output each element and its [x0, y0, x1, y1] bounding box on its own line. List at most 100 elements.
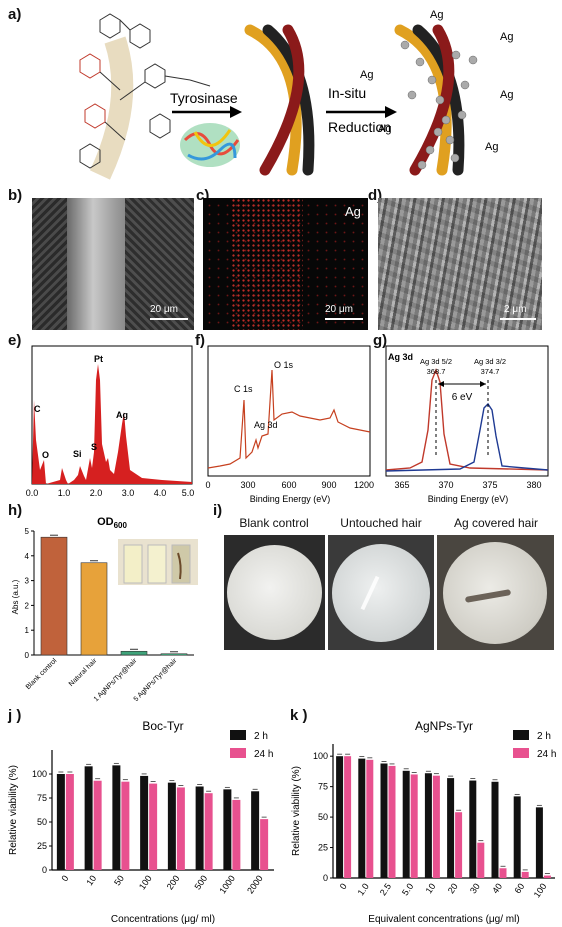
ag3d-peak2-curve: [385, 402, 549, 472]
od600-ytick-label: 4: [25, 552, 30, 561]
bar-2h: [195, 786, 204, 870]
od600-bar: [120, 650, 148, 656]
bar-24h: [410, 774, 418, 878]
bar-24h: [93, 780, 102, 870]
bar-2h: [56, 774, 65, 870]
category-label: 5.0: [400, 881, 415, 897]
xps-xtick: 1200: [354, 480, 374, 490]
eds-xtick: 2.0: [90, 488, 103, 498]
agnps-tyr-viability-chart: AgNPs-Tyr Relative viability (%) 0 25 50 75 10…: [291, 719, 556, 925]
step2-line2: Reduction: [328, 119, 391, 135]
panel-label-k: k ): [290, 707, 308, 724]
bar-2h: [251, 791, 260, 870]
panel-label-a: a): [8, 6, 22, 23]
bar-2h: [358, 758, 366, 878]
bar-24h: [366, 759, 374, 878]
eds-xtick: 5.0: [182, 488, 195, 498]
eds-peak-si: Si: [73, 449, 82, 459]
eds-xtick: 3.0: [122, 488, 135, 498]
legend-label-2h: 2 h: [254, 731, 268, 742]
ag-label-1: Ag: [430, 9, 443, 21]
ag3d-xtick: 375: [482, 480, 497, 490]
category-label: 100: [137, 873, 154, 891]
category-label: 200: [165, 873, 182, 891]
ag3d-xtick: 370: [438, 480, 453, 490]
petri-labels: Blank control Untouched hair Ag covered …: [224, 512, 554, 534]
eds-xtick: 4.0: [154, 488, 167, 498]
eds-peak-c: C: [34, 404, 41, 414]
bar-24h: [65, 774, 74, 870]
panel-label-i: i): [213, 502, 223, 519]
ag3d-peak1-curve: [385, 367, 549, 471]
ytick-label: 50: [318, 812, 328, 822]
ytick-label: 100: [313, 751, 328, 761]
category-label: 60: [512, 881, 526, 895]
ytick-label: 100: [32, 769, 47, 779]
od600-category-label: 5 AgNPs/Tyr@hair: [133, 657, 179, 703]
petri-label-blank: Blank control: [239, 516, 309, 530]
ag-label-6: Ag: [485, 141, 498, 153]
od600-category-label: Natural hair: [68, 657, 99, 688]
category-label: 30: [468, 881, 482, 895]
xps-peak-o1s: O 1s: [274, 360, 294, 370]
eds-xtick: 0.0: [26, 488, 39, 498]
chart-ylabel: Relative viability (%): [291, 766, 302, 856]
eds-peak-ag: Ag: [116, 410, 128, 420]
legend-label-2h: 2 h: [537, 731, 551, 742]
bar-24h: [121, 781, 130, 870]
bar-2h: [513, 796, 521, 878]
element-label-ag: Ag: [345, 204, 361, 219]
hair-strand-illustration: [89, 36, 134, 180]
bar-2h: [223, 789, 232, 870]
peptide-structure-drawing: [79, 13, 211, 169]
ytick-label: 75: [37, 793, 47, 803]
enzyme-label: Tyrosinase: [170, 90, 238, 106]
od600-category-label: 1 AgNPs/Tyr@hair: [93, 657, 139, 703]
chart-title: Boc-Tyr: [142, 719, 183, 733]
petri-dish-ag-covered: [437, 535, 554, 650]
ytick-label: 75: [318, 782, 328, 792]
xps-xtick: 900: [321, 480, 336, 490]
ytick-label: 0: [323, 873, 328, 883]
scale-bar-c: 20 μm: [325, 304, 353, 315]
chart-ylabel: Relative viability (%): [8, 765, 19, 855]
xps-xtick: 600: [281, 480, 296, 490]
bar-24h: [260, 819, 269, 870]
ytick-label: 50: [37, 817, 47, 827]
category-label: 100: [532, 881, 549, 899]
od600-category-label: Blank control: [25, 657, 59, 691]
category-label: 1.0: [356, 881, 371, 897]
ag3d-title: Ag 3d: [388, 352, 413, 362]
od600-ytick-label: 0: [25, 651, 30, 660]
legend-swatch-2h: [513, 730, 529, 740]
ag3d-split: 6 eV: [452, 392, 473, 403]
bar-24h: [204, 793, 213, 870]
eds-ag-map-image: Ag 20 μm: [203, 198, 368, 330]
ytick-label: 25: [37, 841, 47, 851]
step2-line1: In-situ: [328, 85, 366, 101]
vial-inset-photo: [118, 539, 198, 585]
bar-2h: [469, 780, 477, 878]
petri-label-untouched: Untouched hair: [340, 516, 422, 530]
eds-peak-o: O: [42, 450, 49, 460]
bar-24h: [455, 812, 463, 878]
scale-bar-b: 20 μm: [150, 304, 178, 315]
synthesis-schematic: Tyrosinase In-situ Reduction Ag Ag Ag Ag…: [79, 9, 513, 180]
petri-dish-blank: [224, 535, 325, 650]
bar-2h: [380, 763, 388, 878]
od600-ytick-label: 3: [25, 577, 30, 586]
bar-2h: [424, 773, 432, 878]
bar-2h: [402, 770, 410, 878]
xps-survey-line: [207, 369, 371, 469]
ag-hair-yellow: [394, 24, 452, 176]
ytick-label: 0: [42, 865, 47, 875]
bar-2h: [535, 807, 543, 878]
hair-yellow: [244, 24, 302, 176]
bar-24h: [344, 756, 352, 878]
bar-2h: [112, 765, 121, 870]
bar-24h: [477, 842, 485, 878]
ag-label-4: Ag: [500, 89, 513, 101]
od600-title: OD600: [97, 516, 127, 530]
category-label: 2.5: [378, 881, 393, 897]
